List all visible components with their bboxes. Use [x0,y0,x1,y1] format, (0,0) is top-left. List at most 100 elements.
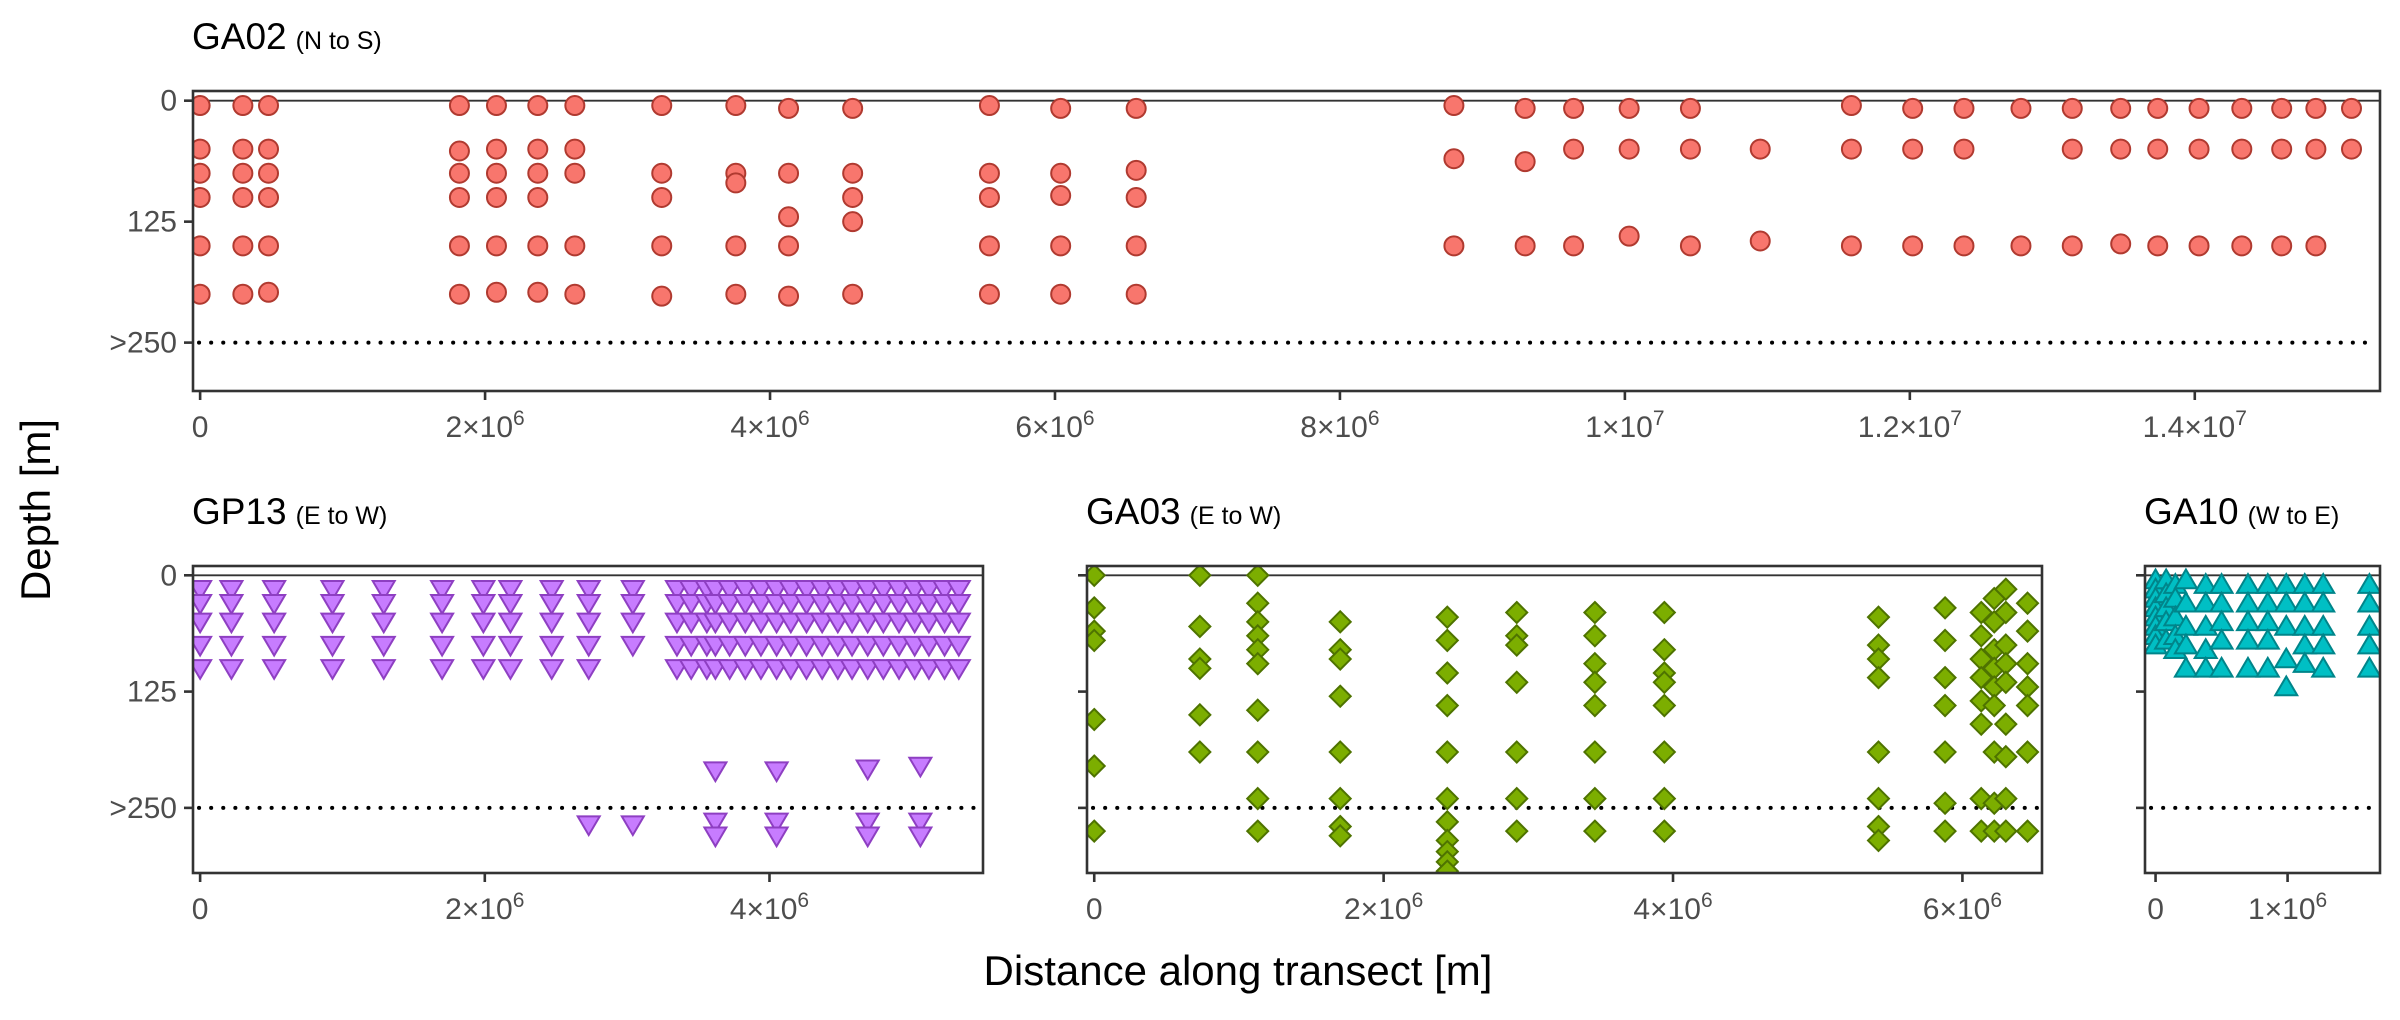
data-point [2310,572,2336,594]
data-point [1125,283,1147,305]
data-point [870,580,897,602]
data-point [620,580,646,602]
data-point [946,659,972,681]
data-point [886,659,912,681]
data-point [2235,572,2261,594]
data-point [193,659,213,681]
data-point [193,95,211,117]
data-point [2255,628,2281,650]
data-point [916,659,942,681]
data-point [2356,572,2380,594]
data-point [2231,97,2253,119]
data-point [485,138,507,160]
data-point [1050,162,1072,184]
data-point [1435,859,1460,873]
data-point [1563,138,1585,160]
data-point [429,593,455,616]
panel-ga03: GA03 (E to W) 0 2×106 4×106 6×106 [1078,491,2044,926]
data-point [793,593,820,616]
data-point [620,815,646,838]
data-point [2255,609,2281,632]
data-point [809,635,835,658]
data-point [870,593,897,616]
data-point [527,95,549,117]
data-point [319,593,346,616]
data-point [716,593,743,616]
data-point [1866,605,1891,630]
data-point [2291,590,2318,613]
data-point [2061,235,2083,257]
data-point [778,162,800,184]
x-tick-label: 2×106 [445,407,524,444]
data-point [538,580,565,602]
data-point [1435,740,1460,764]
data-point [319,635,346,658]
data-point [886,593,912,616]
data-point [1328,823,1353,848]
data-point [870,612,897,635]
data-point [978,162,1000,184]
data-point [2356,632,2380,655]
data-point [2192,655,2219,678]
data-point [1652,819,1677,844]
data-point [854,612,881,635]
data-point [793,580,820,602]
data-point [1504,600,1529,625]
data-point [854,635,881,658]
data-point [2310,655,2336,678]
data-point [1187,656,1212,681]
data-point [1866,740,1891,764]
data-point [978,283,1000,305]
data-point [842,186,864,208]
data-point [218,593,245,616]
data-point [842,283,864,305]
data-point [258,95,280,117]
data-point [1933,693,1957,718]
data-point [2015,740,2040,764]
data-point [538,635,565,658]
data-point [916,612,942,635]
data-point [978,235,1000,257]
data-point [1933,819,1957,844]
data-point [1328,609,1353,634]
data-point [485,186,507,208]
data-point [946,612,972,635]
data-point [319,659,346,681]
data-point [1187,702,1212,727]
data-point [258,162,280,184]
data-point [1050,97,1072,119]
x-tick-label: 1×107 [1585,407,1664,444]
data-point [1652,740,1677,764]
data-point [854,580,881,602]
data-point [1245,651,1270,676]
x-tick-label: 0 [1086,893,1103,926]
data-point [564,283,586,305]
data-point [527,281,549,303]
panel-title-ga10: GA10 (W to E) [2144,491,2339,532]
data-point [1245,819,1270,844]
data-point [716,612,743,635]
data-point [1652,693,1677,718]
data-point [1245,566,1270,588]
data-point [1618,138,1640,160]
data-point [854,659,881,681]
data-point [1993,577,2018,602]
data-point [564,235,586,257]
data-point [1840,235,1862,257]
data-point [2231,235,2253,257]
data-point [716,580,743,602]
data-point [1902,138,1924,160]
data-point [485,235,507,257]
data-point [497,612,524,635]
data-point [1866,828,1891,853]
data-point [620,635,646,658]
data-point [839,635,865,658]
data-point [1993,600,2018,625]
data-point [651,162,673,184]
data-point [1187,740,1212,764]
data-point [748,580,774,602]
panel-gp13: GP13 (E to W) 0 125 >250 0 2×106 4×106 [109,491,985,926]
data-point [193,283,211,305]
data-point [678,593,704,616]
points-ga10 [2145,567,2380,697]
